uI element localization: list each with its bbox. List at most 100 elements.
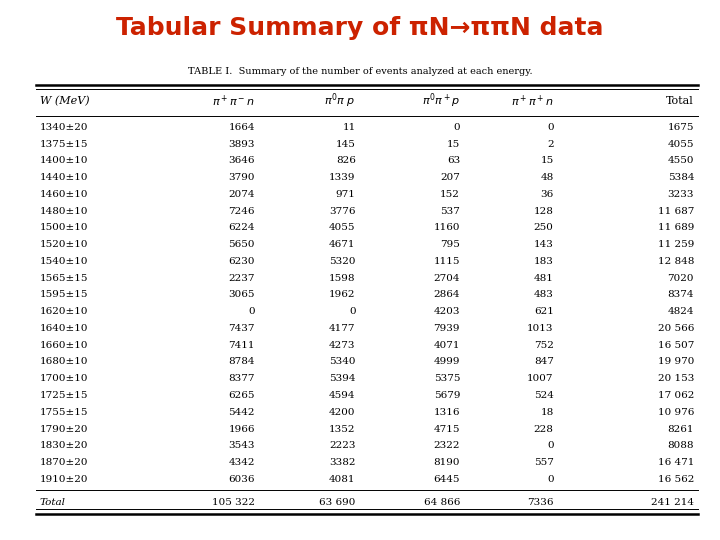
- Text: 1339: 1339: [329, 173, 356, 182]
- Text: 7437: 7437: [228, 324, 255, 333]
- Text: 8784: 8784: [228, 357, 255, 367]
- Text: 12 848: 12 848: [657, 257, 694, 266]
- Text: 64 866: 64 866: [423, 498, 460, 507]
- Text: 16 507: 16 507: [657, 341, 694, 350]
- Text: 1620±10: 1620±10: [40, 307, 88, 316]
- Text: Tabular Summary of πN→ππN data: Tabular Summary of πN→ππN data: [116, 16, 604, 40]
- Text: $\pi^0\pi^+p$: $\pi^0\pi^+p$: [422, 92, 460, 110]
- Text: 4177: 4177: [329, 324, 356, 333]
- Text: 3233: 3233: [667, 190, 694, 199]
- Text: 143: 143: [534, 240, 554, 249]
- Text: 0: 0: [454, 123, 460, 132]
- Text: 2: 2: [547, 139, 554, 148]
- Text: 1316: 1316: [433, 408, 460, 417]
- Text: 5384: 5384: [667, 173, 694, 182]
- Text: 5340: 5340: [329, 357, 356, 367]
- Text: 4200: 4200: [329, 408, 356, 417]
- Text: 250: 250: [534, 224, 554, 232]
- Text: 18: 18: [541, 408, 554, 417]
- Text: 7336: 7336: [527, 498, 554, 507]
- Text: 2704: 2704: [433, 274, 460, 282]
- Text: 1007: 1007: [527, 374, 554, 383]
- Text: 3065: 3065: [228, 291, 255, 299]
- Text: 228: 228: [534, 424, 554, 434]
- Text: 15: 15: [541, 156, 554, 165]
- Text: 1755±15: 1755±15: [40, 408, 88, 417]
- Text: $\pi^+\pi^-n$: $\pi^+\pi^-n$: [212, 93, 255, 109]
- Text: 1870±20: 1870±20: [40, 458, 88, 467]
- Text: 0: 0: [547, 123, 554, 132]
- Text: 4594: 4594: [329, 391, 356, 400]
- Text: 11 259: 11 259: [657, 240, 694, 249]
- Text: 0: 0: [349, 307, 356, 316]
- Text: 3543: 3543: [228, 441, 255, 450]
- Text: 2864: 2864: [433, 291, 460, 299]
- Text: 3893: 3893: [228, 139, 255, 148]
- Text: 1675: 1675: [667, 123, 694, 132]
- Text: 7246: 7246: [228, 207, 255, 215]
- Text: 1400±10: 1400±10: [40, 156, 88, 165]
- Text: 1664: 1664: [228, 123, 255, 132]
- Text: 1966: 1966: [228, 424, 255, 434]
- Text: 2223: 2223: [329, 441, 356, 450]
- Text: 6224: 6224: [228, 224, 255, 232]
- Text: 1830±20: 1830±20: [40, 441, 88, 450]
- Text: 63 690: 63 690: [319, 498, 356, 507]
- Text: 4081: 4081: [329, 475, 356, 484]
- Text: 145: 145: [336, 139, 356, 148]
- Text: 5320: 5320: [329, 257, 356, 266]
- Text: 5679: 5679: [433, 391, 460, 400]
- Text: 8190: 8190: [433, 458, 460, 467]
- Text: 1962: 1962: [329, 291, 356, 299]
- Text: 36: 36: [541, 190, 554, 199]
- Text: 2322: 2322: [433, 441, 460, 450]
- Text: 105 322: 105 322: [212, 498, 255, 507]
- Text: 4203: 4203: [433, 307, 460, 316]
- Text: 0: 0: [547, 475, 554, 484]
- Text: 621: 621: [534, 307, 554, 316]
- Text: 1480±10: 1480±10: [40, 207, 88, 215]
- Text: 4550: 4550: [667, 156, 694, 165]
- Text: 4999: 4999: [433, 357, 460, 367]
- Text: 1910±20: 1910±20: [40, 475, 88, 484]
- Text: 11 689: 11 689: [657, 224, 694, 232]
- Text: 128: 128: [534, 207, 554, 215]
- Text: 5375: 5375: [433, 374, 460, 383]
- Text: 8088: 8088: [667, 441, 694, 450]
- Text: 8377: 8377: [228, 374, 255, 383]
- Text: 241 214: 241 214: [651, 498, 694, 507]
- Text: 3790: 3790: [228, 173, 255, 182]
- Text: 152: 152: [440, 190, 460, 199]
- Text: 4715: 4715: [433, 424, 460, 434]
- Text: 207: 207: [440, 173, 460, 182]
- Text: 10 976: 10 976: [657, 408, 694, 417]
- Text: 1790±20: 1790±20: [40, 424, 88, 434]
- Text: 752: 752: [534, 341, 554, 350]
- Text: $\pi^+\pi^+n$: $\pi^+\pi^+n$: [511, 93, 554, 109]
- Text: 1565±15: 1565±15: [40, 274, 88, 282]
- Text: 0: 0: [248, 307, 255, 316]
- Text: 5394: 5394: [329, 374, 356, 383]
- Text: 3776: 3776: [329, 207, 356, 215]
- Text: 4273: 4273: [329, 341, 356, 350]
- Text: 7411: 7411: [228, 341, 255, 350]
- Text: 847: 847: [534, 357, 554, 367]
- Text: W (MeV): W (MeV): [40, 96, 89, 106]
- Text: 63: 63: [447, 156, 460, 165]
- Text: Total: Total: [40, 498, 66, 507]
- Text: 4342: 4342: [228, 458, 255, 467]
- Text: 16 471: 16 471: [657, 458, 694, 467]
- Text: 6265: 6265: [228, 391, 255, 400]
- Text: 48: 48: [541, 173, 554, 182]
- Text: 20 566: 20 566: [657, 324, 694, 333]
- Text: 15: 15: [447, 139, 460, 148]
- Text: 4824: 4824: [667, 307, 694, 316]
- Text: 483: 483: [534, 291, 554, 299]
- Text: 20 153: 20 153: [657, 374, 694, 383]
- Text: 1640±10: 1640±10: [40, 324, 88, 333]
- Text: 3382: 3382: [329, 458, 356, 467]
- Text: 5442: 5442: [228, 408, 255, 417]
- Text: 16 562: 16 562: [657, 475, 694, 484]
- Text: 481: 481: [534, 274, 554, 282]
- Text: 5650: 5650: [228, 240, 255, 249]
